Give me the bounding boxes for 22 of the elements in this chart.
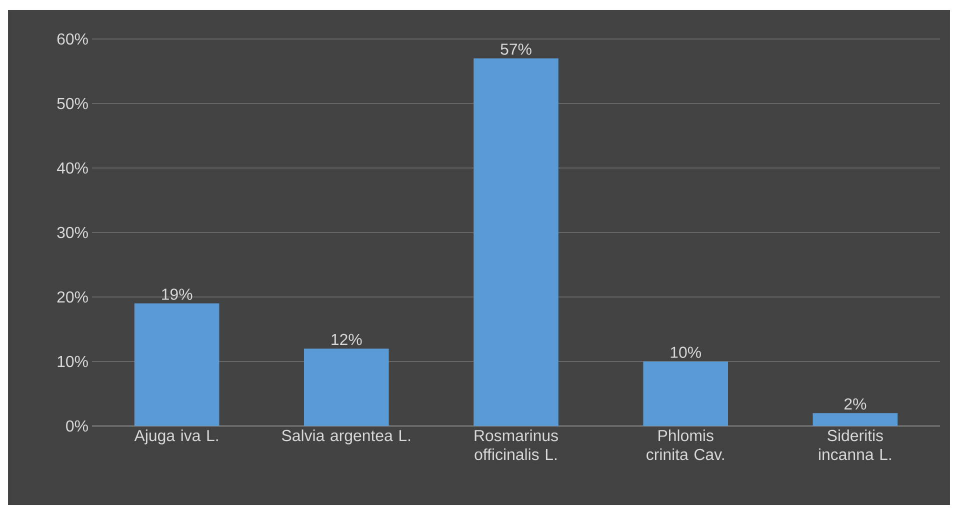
data-label: 10% [670, 346, 701, 358]
data-label: 57% [500, 44, 532, 55]
data-label: 19% [162, 288, 192, 300]
y-tick-label: 40% [56, 162, 88, 174]
y-tick-label: 50% [57, 98, 88, 110]
y-tick-label: 30% [57, 226, 88, 238]
x-tick-label: Sideritis incanna L. [819, 430, 891, 460]
bar [474, 58, 558, 426]
bar [643, 361, 728, 426]
x-tick-label: Ajuga iva L. [134, 430, 218, 444]
x-tick-label: Phlomis crinita Cav. [646, 430, 724, 460]
data-label: 2% [844, 398, 866, 410]
y-tick-label: 0% [66, 420, 88, 432]
y-tick-label: 10% [58, 356, 88, 368]
y-tick-label: 20% [57, 291, 88, 303]
x-tick-label: Salvia argentea L. [282, 430, 410, 444]
data-label: 12% [332, 334, 362, 346]
bar [134, 303, 220, 426]
y-tick-label: 60% [57, 33, 88, 45]
x-tick-label: Rosmarinus officinalis L. [474, 430, 558, 460]
bar [304, 348, 389, 426]
bar [812, 413, 898, 426]
